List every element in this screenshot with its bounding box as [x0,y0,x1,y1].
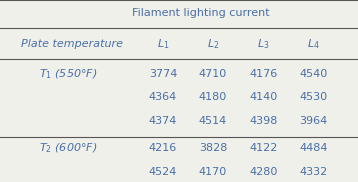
Text: 4332: 4332 [299,167,327,177]
Text: 4540: 4540 [299,69,327,79]
Text: 4140: 4140 [249,92,277,102]
Text: 3828: 3828 [199,143,227,153]
Text: 4398: 4398 [249,116,277,126]
Text: 4216: 4216 [149,143,177,153]
Text: $T_2$ (600°F): $T_2$ (600°F) [39,142,97,155]
Text: 4180: 4180 [199,92,227,102]
Text: 4364: 4364 [149,92,177,102]
Text: 4280: 4280 [249,167,277,177]
Text: $L_3$: $L_3$ [257,37,269,51]
Text: 4122: 4122 [249,143,277,153]
Text: $L_2$: $L_2$ [207,37,219,51]
Text: 4176: 4176 [249,69,277,79]
Text: 4514: 4514 [199,116,227,126]
Text: 4484: 4484 [299,143,328,153]
Text: 4530: 4530 [299,92,327,102]
Text: 4710: 4710 [199,69,227,79]
Text: 4374: 4374 [149,116,177,126]
Text: $L_1$: $L_1$ [157,37,169,51]
Text: Plate temperature: Plate temperature [21,39,124,49]
Text: $T_1$ (550°F): $T_1$ (550°F) [39,67,97,80]
Text: 3774: 3774 [149,69,177,79]
Text: Filament lighting current: Filament lighting current [132,8,269,18]
Text: 3964: 3964 [299,116,327,126]
Text: 4170: 4170 [199,167,227,177]
Text: 4524: 4524 [149,167,177,177]
Text: $L_4$: $L_4$ [307,37,320,51]
